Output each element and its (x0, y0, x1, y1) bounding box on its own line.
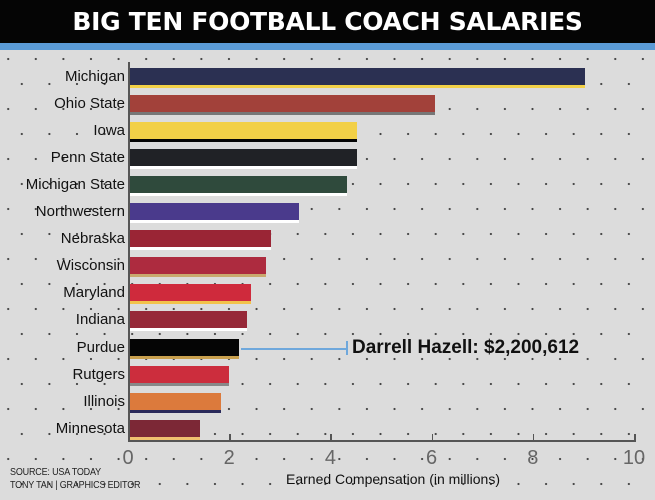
x-axis-line (128, 440, 635, 442)
category-label: Nebraska (60, 230, 125, 248)
bar-accent-stripe (130, 220, 299, 224)
bar-accent-stripe (130, 139, 357, 143)
bar (130, 122, 357, 140)
x-tick-label: 4 (324, 447, 336, 469)
bar (130, 257, 266, 275)
source-credit: SOURCE: USA TODAY TONY TAN | GRAPHICS ED… (10, 466, 141, 492)
x-tick-mark (634, 434, 636, 442)
category-label: Iowa (93, 122, 125, 140)
bar (130, 149, 357, 167)
bar-accent-stripe (130, 166, 357, 170)
source-text: SOURCE: USA TODAY (10, 467, 101, 478)
category-label: Michigan (64, 68, 125, 85)
bar-accent-stripe (130, 85, 586, 88)
category-label: Michigan State (25, 176, 125, 194)
bar-accent-stripe (130, 247, 271, 251)
x-tick-label: 8 (527, 447, 539, 469)
x-tick-label: 2 (223, 447, 235, 469)
bar-accent-stripe (130, 328, 247, 332)
chart-title: BIG TEN FOOTBALL COACH SALARIES (72, 7, 583, 36)
header-stripe (0, 43, 655, 50)
category-label: Illinois (83, 392, 125, 410)
category-label: Rutgers (72, 365, 125, 383)
y-axis-line (128, 62, 130, 440)
bar-accent-stripe (130, 193, 347, 197)
x-tick-label: 0 (122, 447, 134, 469)
bar-accent-stripe (130, 112, 436, 116)
bar-accent-stripe (130, 436, 200, 440)
bar (130, 311, 247, 329)
x-tick-mark (431, 434, 434, 442)
bar (130, 419, 200, 437)
bar-accent-stripe (130, 274, 266, 278)
bar-accent-stripe (130, 409, 221, 413)
callout-label: Darrell Hazell: $2,200,612 (352, 337, 580, 358)
x-tick-mark (330, 434, 332, 442)
category-label: Indiana (75, 311, 125, 329)
bar-accent-stripe (130, 382, 229, 386)
bar (130, 284, 251, 302)
x-tick-mark (229, 434, 231, 442)
category-label: Purdue (76, 338, 125, 356)
credit-text: TONY TAN | GRAPHICS EDITOR (10, 480, 141, 491)
bar (130, 95, 436, 113)
category-label: Maryland (63, 284, 125, 302)
bar (130, 68, 586, 85)
bar (130, 203, 299, 221)
category-label: Minnesota (55, 419, 125, 437)
category-label: Northwestern (35, 203, 125, 221)
callout-leader-line (241, 348, 347, 350)
bar-accent-stripe (130, 301, 251, 305)
category-label: Wisconsin (56, 257, 125, 275)
x-tick-mark (532, 434, 535, 442)
bar (130, 365, 229, 383)
bar-accent-stripe (130, 355, 240, 359)
callout-leader-cap (346, 341, 348, 355)
bar (130, 176, 347, 194)
category-label: Penn State (50, 149, 125, 167)
category-label: Ohio State (54, 95, 125, 113)
x-tick-label: 10 (622, 447, 646, 469)
bar (130, 392, 221, 410)
x-tick-mark (128, 434, 130, 442)
x-axis-title: Earned Compensation (in millions) (286, 471, 500, 487)
bar (130, 230, 271, 248)
bar (130, 338, 240, 356)
x-tick-label: 6 (426, 447, 438, 469)
chart-header: BIG TEN FOOTBALL COACH SALARIES (0, 0, 655, 43)
